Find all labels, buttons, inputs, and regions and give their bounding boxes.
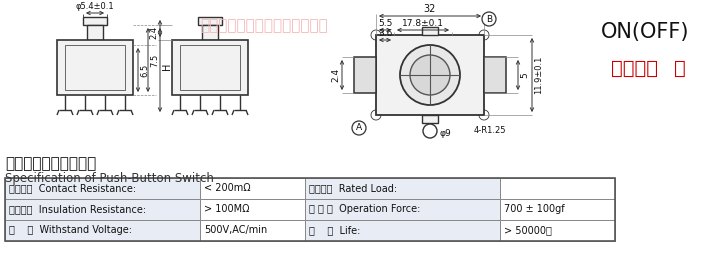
Text: 17.8±0.1: 17.8±0.1 (402, 19, 444, 28)
Circle shape (400, 45, 460, 105)
Bar (305, 199, 500, 220)
Bar (305, 178, 500, 199)
Text: 寿    命  Life:: 寿 命 Life: (309, 225, 361, 235)
Text: 按钮开关主要技术特性: 按钮开关主要技术特性 (5, 156, 96, 171)
Text: 500V,AC/min: 500V,AC/min (204, 225, 268, 235)
Text: 2.4: 2.4 (149, 26, 158, 39)
Bar (500, 220, 615, 241)
Bar (180, 45, 240, 90)
Text: 4-R1.25: 4-R1.25 (474, 126, 507, 135)
Text: Specification of Push-Button Switch: Specification of Push-Button Switch (5, 172, 214, 185)
Bar (5, 178, 200, 199)
Text: 深圳市新科城电子科技有限公司: 深圳市新科城电子科技有限公司 (200, 18, 328, 33)
Bar (422, 115, 438, 123)
Text: 接触电阻  Contact Resistance:: 接触电阻 Contact Resistance: (9, 183, 136, 193)
Text: 11.9±0.1: 11.9±0.1 (534, 56, 543, 94)
Text: 32: 32 (424, 4, 436, 14)
Bar (57, 40, 133, 95)
Bar (65, 45, 125, 90)
Text: 700 ± 100gf: 700 ± 100gf (504, 204, 565, 214)
Text: > 100MΩ: > 100MΩ (204, 204, 249, 214)
Text: H: H (162, 62, 172, 70)
Circle shape (423, 124, 437, 138)
Bar (5, 178, 615, 241)
Bar (376, 35, 484, 115)
Bar (500, 199, 615, 220)
Text: B: B (486, 14, 492, 24)
Bar (198, 17, 222, 25)
Text: 5.5: 5.5 (378, 19, 392, 28)
Bar (87, 25, 103, 40)
Text: 额定负荷  Rated Load:: 额定负荷 Rated Load: (309, 183, 397, 193)
Bar (5, 220, 200, 241)
Bar (172, 40, 248, 95)
Text: 复位按通: 复位按通 (611, 58, 659, 78)
Text: ）: ） (674, 58, 686, 78)
Text: < 200mΩ: < 200mΩ (204, 183, 251, 193)
Text: 耐    压  Withstand Voltage:: 耐 压 Withstand Voltage: (9, 225, 132, 235)
Bar (500, 178, 615, 199)
Bar (202, 25, 218, 40)
Bar (200, 199, 305, 220)
Bar (484, 57, 506, 93)
Bar (200, 178, 305, 199)
Text: 2.4: 2.4 (331, 68, 340, 82)
Bar (305, 220, 500, 241)
Bar (354, 57, 376, 93)
Text: ON(OFF): ON(OFF) (601, 22, 689, 42)
Circle shape (410, 55, 450, 95)
Text: 5: 5 (520, 72, 529, 78)
Ellipse shape (360, 66, 370, 84)
Text: 绝缘电阻  Insulation Resistance:: 绝缘电阻 Insulation Resistance: (9, 204, 146, 214)
Circle shape (482, 12, 496, 26)
Text: φ5.4±0.1: φ5.4±0.1 (76, 2, 114, 11)
Text: > 50000次: > 50000次 (504, 225, 552, 235)
Circle shape (352, 121, 366, 135)
Text: 7.5: 7.5 (150, 53, 159, 67)
Text: 3.6: 3.6 (378, 29, 392, 38)
Ellipse shape (490, 66, 500, 84)
Text: 6.5: 6.5 (140, 63, 149, 77)
Bar (5, 199, 200, 220)
Text: φ9: φ9 (440, 128, 451, 138)
Text: A: A (356, 123, 362, 133)
Text: 动 作 力  Operation Force:: 动 作 力 Operation Force: (309, 204, 420, 214)
Bar (200, 220, 305, 241)
Bar (83, 17, 107, 25)
Bar (422, 27, 438, 35)
